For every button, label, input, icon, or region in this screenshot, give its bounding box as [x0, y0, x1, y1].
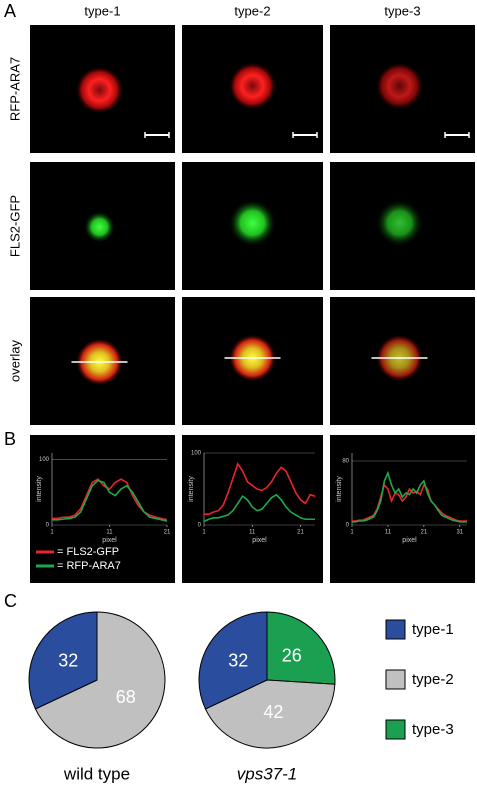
line-series — [52, 478, 168, 521]
panel-label: A — [4, 1, 16, 21]
line-series — [52, 479, 168, 522]
pie-slice — [266, 611, 336, 685]
y-axis-label: intensity — [188, 476, 195, 502]
pie-label: vps37-1 — [237, 764, 297, 783]
signal — [83, 211, 116, 243]
signal — [375, 62, 424, 110]
pie-slice — [34, 611, 166, 749]
x-tick-label: 1 — [50, 530, 54, 536]
chart-box — [182, 435, 323, 583]
slice-label: 68 — [116, 687, 136, 707]
panel-label: C — [4, 591, 17, 611]
x-tick-label: 11 — [249, 530, 256, 536]
y-tick-label: 80 — [342, 459, 349, 465]
slice-label: 42 — [263, 702, 283, 722]
legend-swatch — [385, 619, 406, 640]
pie-slice — [198, 611, 268, 710]
legend-label: = FLS2-GFP — [57, 546, 119, 558]
y-tick-label: 100 — [191, 451, 202, 457]
x-tick-label: 21 — [297, 530, 304, 536]
column-header: type-3 — [384, 3, 420, 18]
slice-label: 26 — [282, 645, 302, 665]
x-tick-label: 31 — [456, 530, 463, 536]
x-tick-label: 21 — [421, 530, 428, 536]
panel-label: B — [4, 429, 16, 449]
legend-label: type-3 — [412, 721, 454, 738]
column-header: type-1 — [84, 3, 120, 18]
row-label: overlay — [7, 340, 22, 382]
x-tick-label: 1 — [202, 530, 206, 536]
pie-slice — [204, 679, 336, 749]
line-series — [203, 493, 315, 523]
y-tick-label: 0 — [346, 523, 350, 529]
legend-swatch — [385, 719, 406, 740]
y-axis-label: intensity — [36, 476, 43, 502]
x-tick-label: 1 — [350, 530, 354, 536]
x-axis-label: pixel — [252, 537, 267, 544]
x-tick-label: 21 — [164, 530, 171, 536]
x-axis-label: pixel — [102, 537, 117, 544]
y-tick-label: 0 — [198, 523, 202, 529]
legend-label: type-1 — [412, 621, 454, 638]
line-series — [352, 470, 467, 523]
signal — [228, 199, 277, 247]
pie-label: wild type — [63, 764, 130, 783]
chart-box — [330, 435, 475, 583]
signal — [375, 199, 424, 247]
x-tick-label: 11 — [385, 530, 392, 536]
signal — [75, 66, 124, 114]
column-header: type-2 — [234, 3, 270, 18]
row-label: FLS2-GFP — [7, 195, 22, 257]
row-label: RFP-ARA7 — [7, 57, 22, 121]
y-tick-label: 100 — [39, 457, 50, 463]
legend-swatch — [385, 669, 406, 690]
line-series — [204, 462, 316, 515]
signal — [228, 62, 277, 110]
legend-label: type-2 — [412, 671, 454, 688]
line-series — [352, 483, 467, 522]
slice-label: 32 — [228, 651, 248, 671]
slice-label: 32 — [58, 651, 78, 671]
x-tick-label: 11 — [106, 530, 113, 536]
y-tick-label: 0 — [46, 523, 50, 529]
pie-slice — [28, 611, 98, 710]
x-axis-label: pixel — [402, 537, 417, 544]
legend-label: = RFP-ARA7 — [57, 560, 121, 572]
y-axis-label: intensity — [336, 476, 343, 502]
